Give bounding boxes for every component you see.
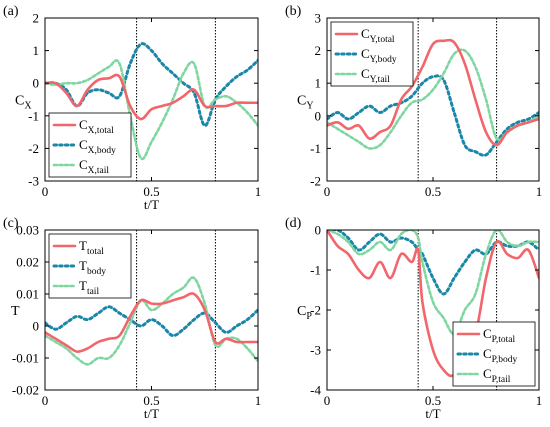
y-tick-label: -4 <box>310 383 321 398</box>
y-tick-label: 0 <box>315 108 322 123</box>
y-axis-label: T <box>11 304 20 319</box>
y-tick-label: -3 <box>28 174 39 189</box>
panel-label: (b) <box>285 4 302 19</box>
series-line-body <box>45 305 258 338</box>
y-tick-label: 2 <box>33 11 40 26</box>
y-tick-label: 1 <box>33 43 40 58</box>
panel-label: (d) <box>285 216 302 231</box>
x-tick-label: 1 <box>536 184 543 199</box>
y-tick-label: 0.01 <box>16 287 39 302</box>
x-tick-label: 0.5 <box>425 184 441 199</box>
panel-d: 0 0.5 1 -4 -3 -2 -1 0 (d) CP t/T CP,totalCP,bodyCP,… <box>285 216 542 421</box>
legend-label-total: CP,total <box>483 326 516 345</box>
legend-label-tail: CX,tail <box>79 157 109 176</box>
y-tick-label: -1 <box>28 108 39 123</box>
y-tick-label: 0 <box>33 319 40 334</box>
x-tick-label: 1 <box>536 393 543 408</box>
series-line-total <box>327 230 539 378</box>
x-tick-label: 0 <box>42 184 49 199</box>
panel-label: (a) <box>3 4 19 19</box>
panel-label: (c) <box>3 216 19 231</box>
x-tick-label: 0.5 <box>425 393 441 408</box>
legend-label-total: CY,total <box>361 26 395 45</box>
y-tick-label: -0.02 <box>12 383 39 398</box>
y-tick-label: -2 <box>310 174 321 189</box>
legend-label-body: CX,body <box>79 137 116 156</box>
series-line-body <box>327 230 539 296</box>
y-tick-label: 2 <box>315 43 322 58</box>
series-line-total <box>327 38 539 147</box>
series-line-tail <box>327 230 539 336</box>
x-tick-label: 0 <box>324 393 331 408</box>
series-line-total <box>45 292 258 353</box>
series-line-total <box>45 73 258 121</box>
y-tick-label: 0.03 <box>16 223 39 238</box>
x-tick-label: 0.5 <box>143 184 159 199</box>
y-tick-label: 3 <box>315 11 322 26</box>
y-tick-label: 0.02 <box>16 255 39 270</box>
series-line-tail <box>45 59 258 161</box>
legend-label-tail: CY,tail <box>361 66 390 85</box>
legend-label-tail: Ttail <box>79 278 99 297</box>
x-tick-label: 1 <box>255 184 262 199</box>
y-tick-label: -1 <box>310 141 321 156</box>
x-axis-label: t/T <box>144 197 159 212</box>
legend-label-body: CY,body <box>361 46 397 65</box>
y-tick-label: -2 <box>28 141 39 156</box>
y-tick-label: -3 <box>310 343 321 358</box>
y-tick-label: -2 <box>310 303 321 318</box>
x-tick-label: 0 <box>324 184 331 199</box>
y-axis-label: CY <box>297 94 314 112</box>
x-tick-label: 0.5 <box>143 393 159 408</box>
y-tick-label: 0 <box>33 76 40 91</box>
y-tick-label: -0.01 <box>12 351 39 366</box>
y-tick-label: 0 <box>315 223 322 238</box>
x-axis-label: t/T <box>425 406 440 421</box>
y-axis-label: CX <box>15 94 32 112</box>
legend-label-total: Ttotal <box>79 238 104 257</box>
x-tick-label: 1 <box>255 393 262 408</box>
legend-label-total: CX,total <box>79 117 114 136</box>
x-axis-label: t/T <box>144 406 159 421</box>
panel-c: 0 0.5 1 -0.02 -0.01 0 0.01 0.02 0.03(c) Tt/T Ttota… <box>3 216 261 421</box>
y-tick-label: -1 <box>310 263 321 278</box>
series-line-body <box>327 74 539 157</box>
x-tick-label: 0 <box>42 393 49 408</box>
y-tick-label: 1 <box>315 76 322 91</box>
legend-label-body: CP,body <box>483 346 518 365</box>
legend-label-tail: CP,tail <box>483 366 511 385</box>
panel-a: 0 0.5 1 -3 -2 -1 0 1 2 (a) CX t/T CX,totalCX,bodyCX,… <box>3 4 261 212</box>
y-axis-label: CP <box>297 304 312 322</box>
legend-label-body: Tbody <box>79 258 106 277</box>
